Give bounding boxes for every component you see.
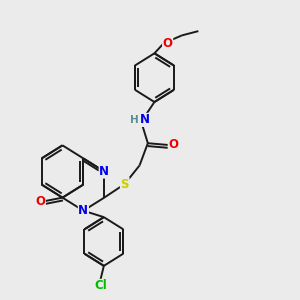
- Text: O: O: [163, 37, 172, 50]
- Text: O: O: [35, 195, 45, 208]
- Text: N: N: [78, 204, 88, 217]
- Text: S: S: [121, 178, 129, 190]
- Text: H: H: [130, 115, 138, 125]
- Text: N: N: [99, 165, 109, 178]
- Text: N: N: [140, 113, 149, 126]
- Text: O: O: [168, 139, 178, 152]
- Text: Cl: Cl: [94, 279, 107, 292]
